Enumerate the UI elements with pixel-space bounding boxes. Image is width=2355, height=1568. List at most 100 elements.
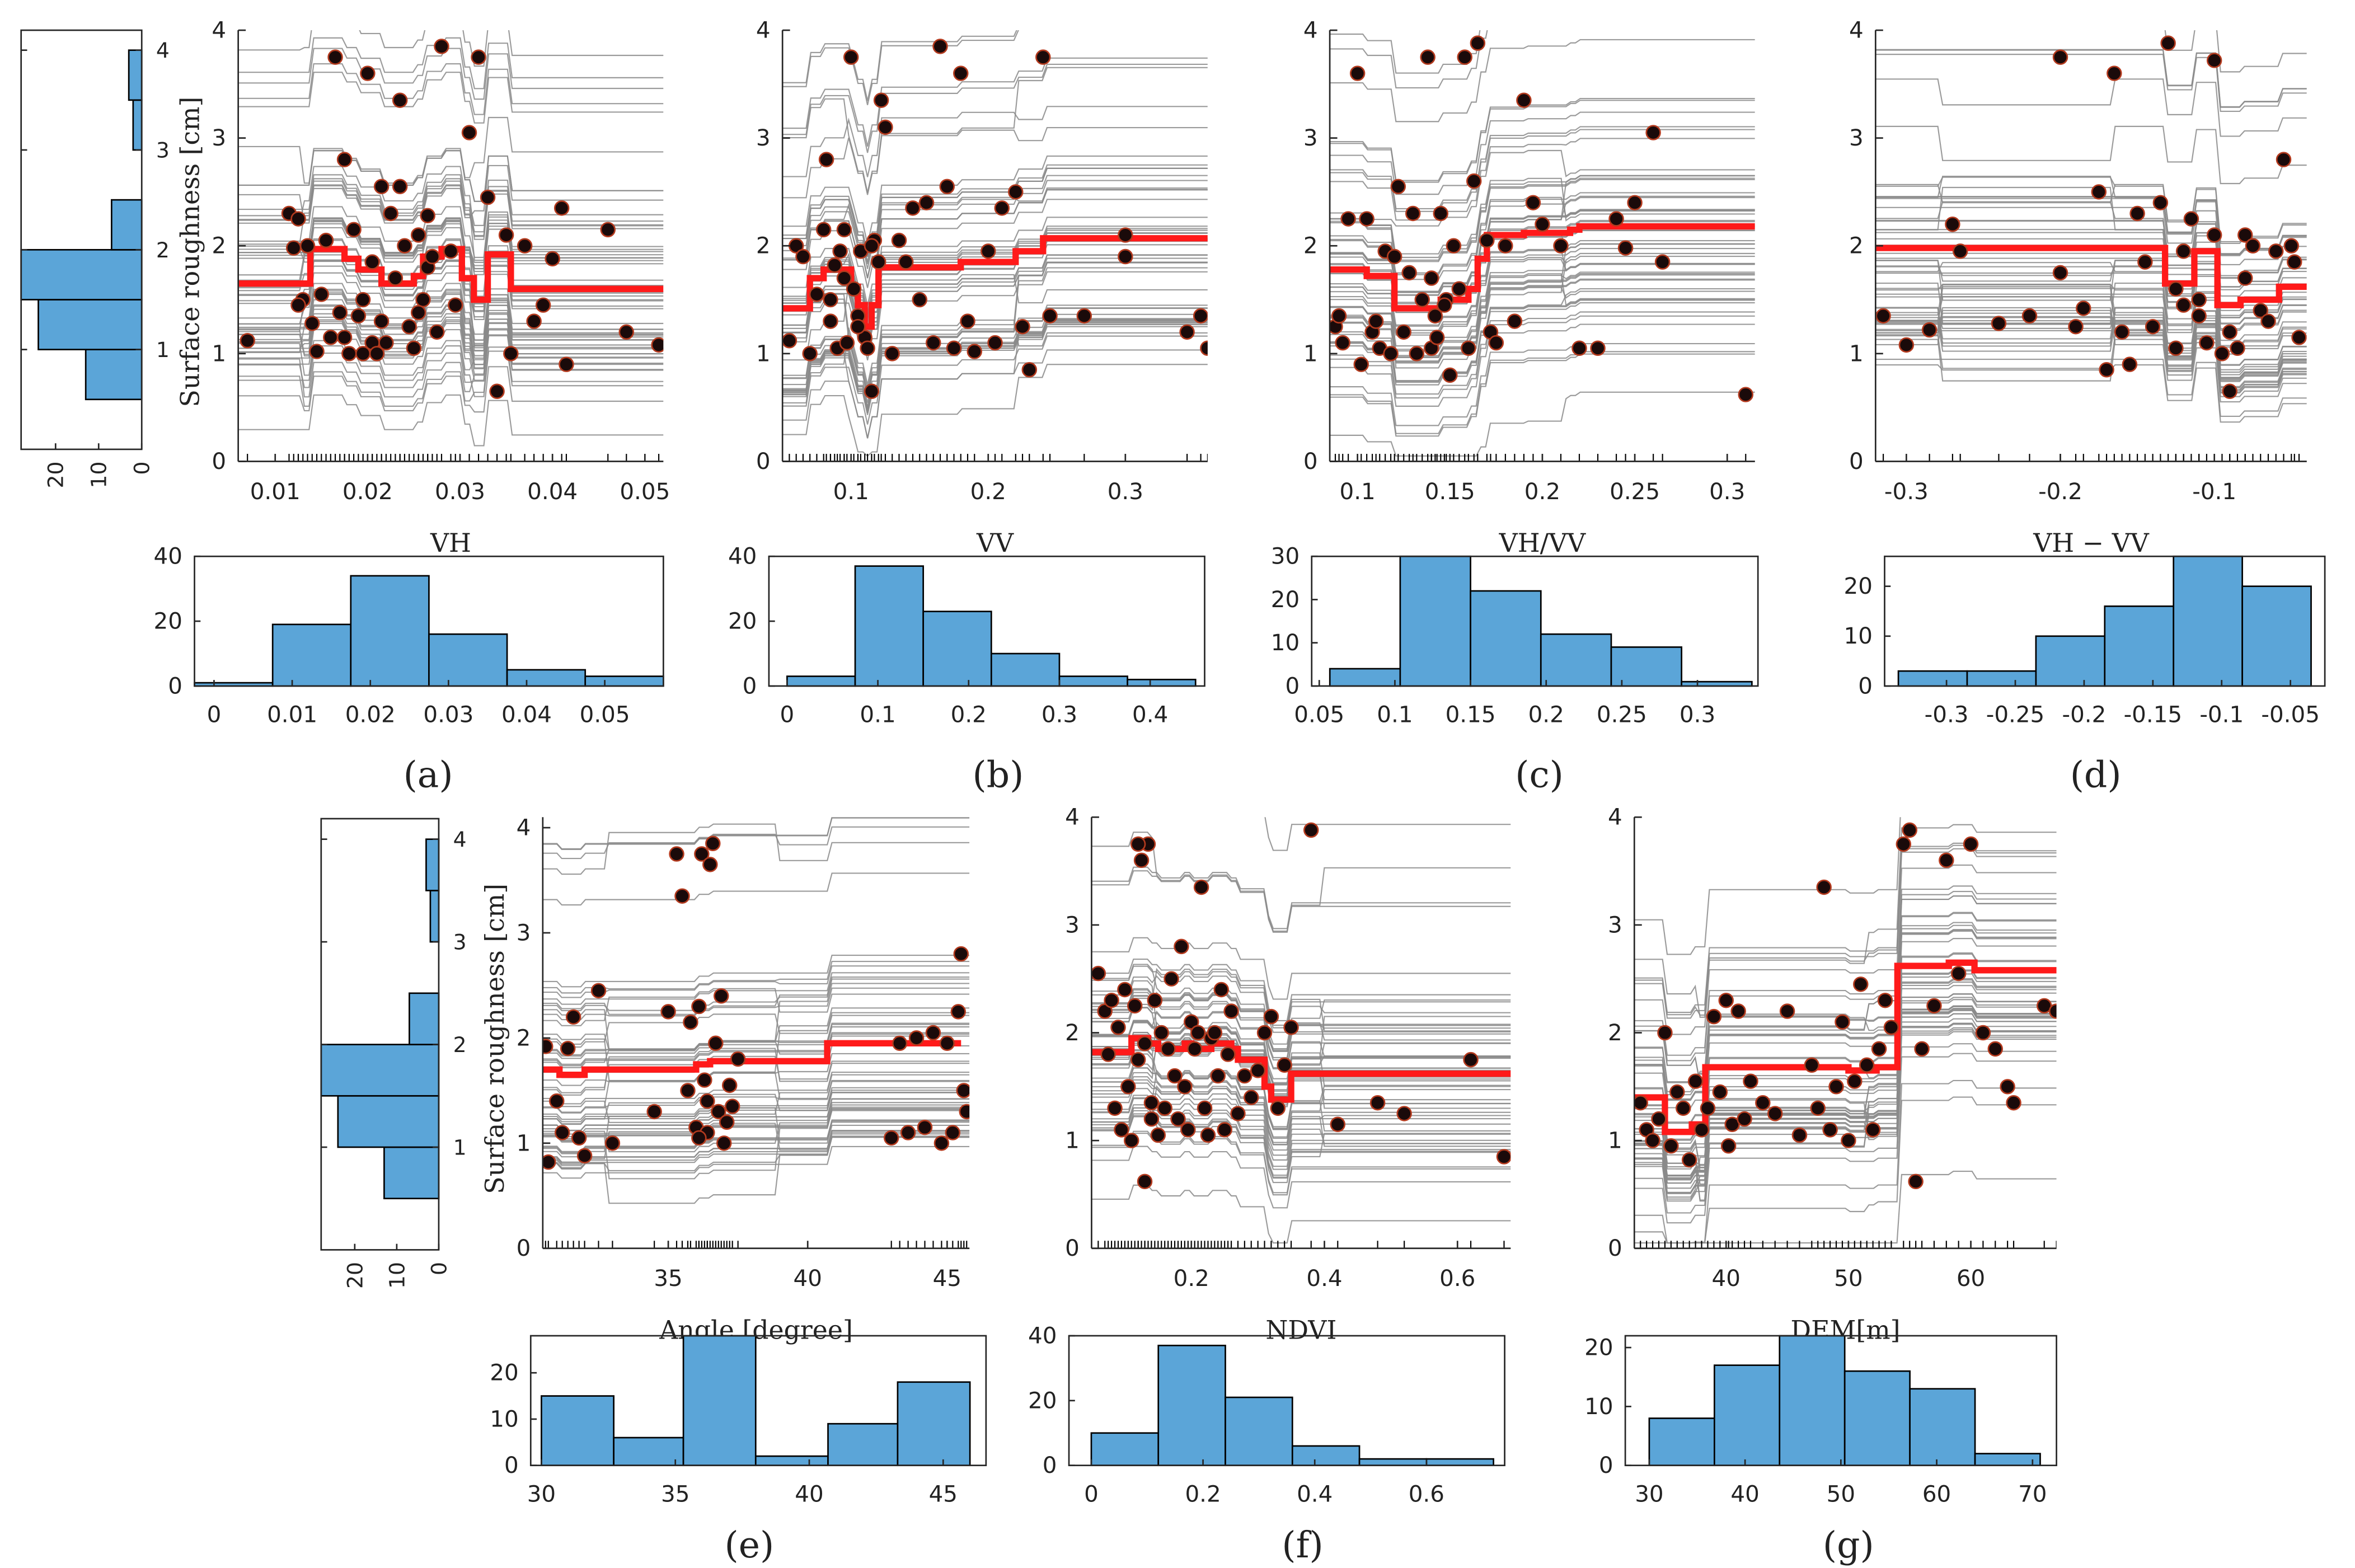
data-point bbox=[870, 254, 886, 270]
data-point bbox=[1945, 216, 1960, 232]
ice-curve bbox=[238, 165, 664, 224]
histogram-xtick-label: 0.4 bbox=[1297, 1480, 1333, 1507]
data-point bbox=[1498, 238, 1513, 253]
ice-curve bbox=[1091, 1113, 1511, 1176]
ice-curve bbox=[1875, 359, 2307, 417]
ice-curve bbox=[1330, 179, 1755, 262]
data-point bbox=[795, 248, 811, 265]
ice-curve bbox=[542, 1123, 970, 1165]
data-point bbox=[1737, 1111, 1752, 1127]
data-point bbox=[1244, 1090, 1259, 1105]
ice-curve bbox=[1875, 176, 2307, 245]
ice-curve bbox=[1091, 1044, 1511, 1107]
data-point bbox=[1853, 977, 1869, 992]
data-point bbox=[1810, 1100, 1826, 1116]
ice-curve bbox=[1330, 263, 1755, 347]
data-point bbox=[1963, 836, 1979, 852]
histogram-xtick-label: -0.1 bbox=[2199, 701, 2244, 728]
histogram-bar bbox=[827, 1423, 899, 1467]
data-point bbox=[383, 205, 398, 222]
ice-curve bbox=[1330, 311, 1755, 395]
ice-curve bbox=[1875, 184, 2307, 243]
ice-curve bbox=[782, 274, 1208, 361]
data-point bbox=[1841, 1133, 1856, 1148]
data-point bbox=[932, 39, 948, 54]
panel-e-plot-area bbox=[542, 817, 970, 1248]
ice-curve bbox=[542, 977, 970, 1015]
roughness-histogram-bar bbox=[337, 1095, 440, 1148]
panel-d-dependence-plot: 0 1 2 3 4 -0.3 -0.2 -0.1 VH − VV bbox=[1849, 16, 2307, 558]
data-point bbox=[392, 92, 408, 108]
ice-curve bbox=[1875, 78, 2307, 137]
ice-curve bbox=[1330, 298, 1755, 382]
data-point bbox=[2222, 324, 2237, 340]
roughness-histogram-bar bbox=[383, 1146, 440, 1200]
roughness-histogram-bar bbox=[132, 99, 143, 151]
histogram-xtick-label: 0 bbox=[780, 701, 795, 728]
histogram-frame bbox=[1311, 555, 1759, 687]
ytick-label: 2 bbox=[212, 232, 226, 259]
data-point bbox=[1828, 1079, 1844, 1095]
histogram-bar bbox=[922, 611, 992, 687]
data-point bbox=[2076, 301, 2091, 316]
xtick-label: 0.25 bbox=[1610, 478, 1660, 505]
ice-curve bbox=[1875, 317, 2307, 375]
panel-caption-e: (e) bbox=[725, 1524, 775, 1566]
data-point bbox=[694, 846, 710, 862]
ice-curve bbox=[2164, 30, 2307, 73]
roughness-histogram-xtick-label: 0 bbox=[130, 461, 154, 475]
data-point bbox=[571, 1130, 587, 1146]
data-point bbox=[823, 313, 838, 329]
ice-curve bbox=[1330, 315, 1755, 399]
data-point bbox=[1331, 308, 1347, 324]
histogram-ytick-label: 20 bbox=[1028, 1387, 1057, 1414]
data-point bbox=[1507, 313, 1523, 329]
histogram-bar bbox=[990, 652, 1061, 687]
data-point bbox=[900, 1125, 916, 1140]
ice-curve bbox=[542, 988, 970, 1026]
ice-curve bbox=[1330, 302, 1755, 386]
ytick-label: 0 bbox=[1065, 1234, 1080, 1261]
data-point bbox=[953, 946, 969, 962]
data-point bbox=[832, 243, 848, 259]
roughness-histogram-bar bbox=[409, 992, 440, 1045]
ice-curve bbox=[238, 150, 664, 202]
data-point bbox=[553, 200, 570, 216]
data-point bbox=[1223, 1003, 1239, 1019]
ice-curve bbox=[1091, 975, 1511, 1033]
data-point bbox=[304, 316, 320, 331]
xtick-label: -0.3 bbox=[1884, 478, 1929, 505]
data-point bbox=[1898, 337, 1915, 353]
ice-curve bbox=[1330, 278, 1755, 362]
histogram-bar bbox=[2035, 635, 2106, 687]
xtick-label: 0.15 bbox=[1425, 478, 1475, 505]
data-point bbox=[1193, 879, 1209, 895]
panel-f-histogram: 0 20 40 0 0.2 0.4 0.6 bbox=[1028, 1322, 1505, 1507]
data-point bbox=[2214, 346, 2230, 362]
data-point bbox=[1871, 1041, 1887, 1057]
data-point bbox=[702, 857, 718, 872]
histogram-bar bbox=[1843, 1370, 1911, 1467]
data-point bbox=[618, 324, 635, 340]
data-point bbox=[960, 313, 975, 329]
data-point bbox=[1535, 216, 1550, 232]
data-point bbox=[313, 287, 330, 302]
ice-curve bbox=[542, 1110, 970, 1180]
data-point bbox=[2145, 318, 2161, 335]
data-point bbox=[939, 179, 955, 195]
data-point bbox=[2260, 313, 2276, 329]
ice-curve bbox=[238, 345, 664, 397]
data-point bbox=[1914, 1041, 1930, 1057]
ice-curve bbox=[542, 1098, 970, 1131]
data-point bbox=[864, 383, 880, 400]
data-point bbox=[392, 179, 408, 195]
histogram-ytick-label: 0 bbox=[1286, 672, 1300, 699]
ice-curve bbox=[1875, 201, 2307, 276]
ice-curve bbox=[1875, 312, 2307, 370]
ice-curve bbox=[1634, 1053, 2057, 1224]
data-point bbox=[1952, 243, 1968, 259]
panel-g-histogram: 0 10 20 30 40 50 60 70 bbox=[1584, 1334, 2057, 1507]
data-point bbox=[1015, 318, 1030, 335]
data-point bbox=[397, 238, 412, 253]
